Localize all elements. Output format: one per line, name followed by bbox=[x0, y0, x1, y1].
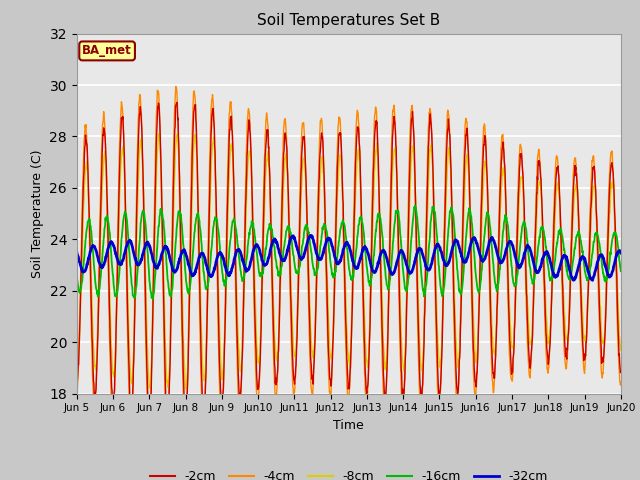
-2cm bbox=[326, 368, 333, 374]
-32cm bbox=[307, 232, 314, 238]
Line: -2cm: -2cm bbox=[77, 102, 621, 423]
Line: -32cm: -32cm bbox=[77, 235, 621, 280]
Title: Soil Temperatures Set B: Soil Temperatures Set B bbox=[257, 13, 440, 28]
-4cm bbox=[617, 379, 625, 384]
X-axis label: Time: Time bbox=[333, 419, 364, 432]
-8cm bbox=[137, 137, 145, 143]
-16cm bbox=[73, 271, 81, 277]
-32cm bbox=[617, 250, 625, 256]
-8cm bbox=[326, 336, 333, 342]
-16cm bbox=[411, 203, 419, 208]
-2cm bbox=[383, 361, 391, 367]
-4cm bbox=[73, 392, 81, 397]
-2cm bbox=[173, 99, 181, 105]
-4cm bbox=[383, 353, 391, 359]
-32cm bbox=[316, 255, 323, 261]
-32cm bbox=[589, 277, 596, 283]
-4cm bbox=[316, 135, 323, 141]
-8cm bbox=[73, 353, 81, 359]
-4cm bbox=[326, 389, 333, 395]
-2cm bbox=[163, 420, 171, 426]
Line: -8cm: -8cm bbox=[77, 133, 621, 389]
-16cm bbox=[137, 219, 145, 225]
-16cm bbox=[617, 268, 625, 274]
Y-axis label: Soil Temperature (C): Soil Temperature (C) bbox=[31, 149, 44, 278]
-4cm bbox=[305, 292, 312, 298]
-16cm bbox=[383, 282, 390, 288]
-32cm bbox=[73, 249, 81, 255]
-32cm bbox=[383, 255, 390, 261]
-2cm bbox=[305, 267, 312, 273]
Line: -4cm: -4cm bbox=[77, 86, 621, 434]
-4cm bbox=[172, 84, 180, 89]
Text: BA_met: BA_met bbox=[82, 44, 132, 58]
-2cm bbox=[617, 368, 625, 374]
-2cm bbox=[316, 159, 323, 165]
-8cm bbox=[305, 252, 312, 257]
-2cm bbox=[73, 377, 81, 383]
-16cm bbox=[149, 296, 157, 301]
-16cm bbox=[304, 227, 312, 233]
-4cm bbox=[137, 106, 145, 112]
-16cm bbox=[325, 246, 333, 252]
Legend: -2cm, -4cm, -8cm, -16cm, -32cm: -2cm, -4cm, -8cm, -16cm, -32cm bbox=[145, 465, 553, 480]
-8cm bbox=[182, 386, 189, 392]
-8cm bbox=[173, 131, 181, 136]
-32cm bbox=[137, 257, 145, 263]
-4cm bbox=[163, 432, 171, 437]
-32cm bbox=[115, 261, 123, 267]
-16cm bbox=[316, 253, 323, 259]
-8cm bbox=[316, 187, 323, 193]
-8cm bbox=[383, 350, 391, 356]
-2cm bbox=[137, 112, 145, 118]
-32cm bbox=[304, 239, 312, 245]
-2cm bbox=[115, 195, 123, 201]
-8cm bbox=[115, 228, 123, 234]
-32cm bbox=[325, 236, 333, 242]
-4cm bbox=[115, 171, 123, 177]
-8cm bbox=[617, 348, 625, 353]
-16cm bbox=[115, 274, 123, 279]
Line: -16cm: -16cm bbox=[77, 205, 621, 299]
